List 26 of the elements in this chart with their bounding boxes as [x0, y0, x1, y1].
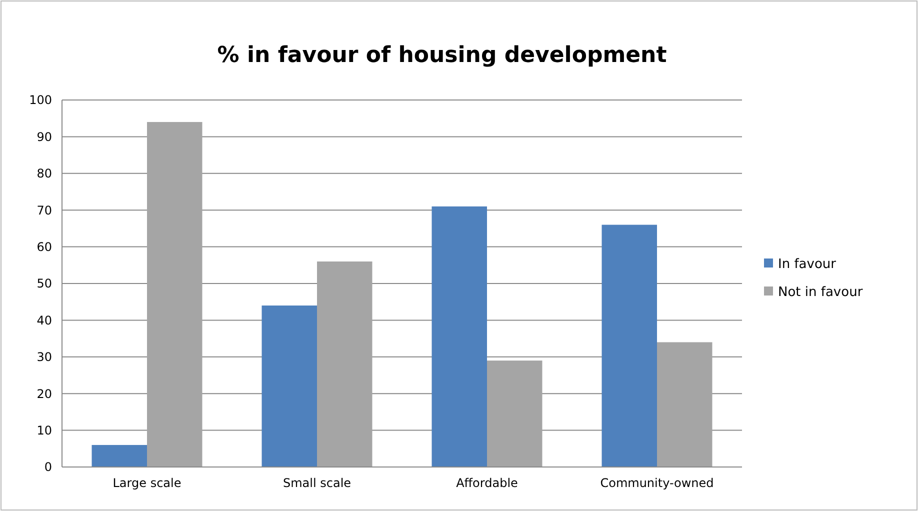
bar — [432, 206, 487, 467]
x-tick-label: Small scale — [282, 476, 352, 490]
y-tick-label: 30 — [36, 350, 52, 364]
y-tick-label: 20 — [36, 386, 52, 401]
legend-label: In favour — [778, 257, 837, 272]
y-tick-label: 80 — [36, 166, 52, 181]
y-tick-label: 100 — [29, 93, 52, 108]
x-tick-label: Affordable — [456, 476, 518, 490]
bar — [602, 224, 657, 467]
bar — [487, 360, 542, 467]
y-tick-label: 60 — [36, 240, 52, 254]
y-tick-label: 0 — [44, 460, 52, 474]
bar — [657, 342, 712, 467]
y-tick-label: 50 — [36, 276, 52, 291]
x-tick-label: Community-owned — [600, 476, 714, 490]
bar — [317, 261, 372, 467]
legend-label: Not in favour — [778, 285, 864, 300]
bar — [262, 306, 317, 467]
x-tick-label: Large scale — [112, 476, 182, 490]
chart-title: % in favour of housing development — [217, 43, 668, 68]
y-tick-label: 70 — [36, 203, 52, 218]
bar — [147, 122, 202, 467]
y-tick-label: 10 — [36, 424, 52, 438]
bar — [92, 444, 147, 467]
y-tick-label: 90 — [36, 130, 52, 144]
y-tick-label: 40 — [36, 313, 52, 328]
